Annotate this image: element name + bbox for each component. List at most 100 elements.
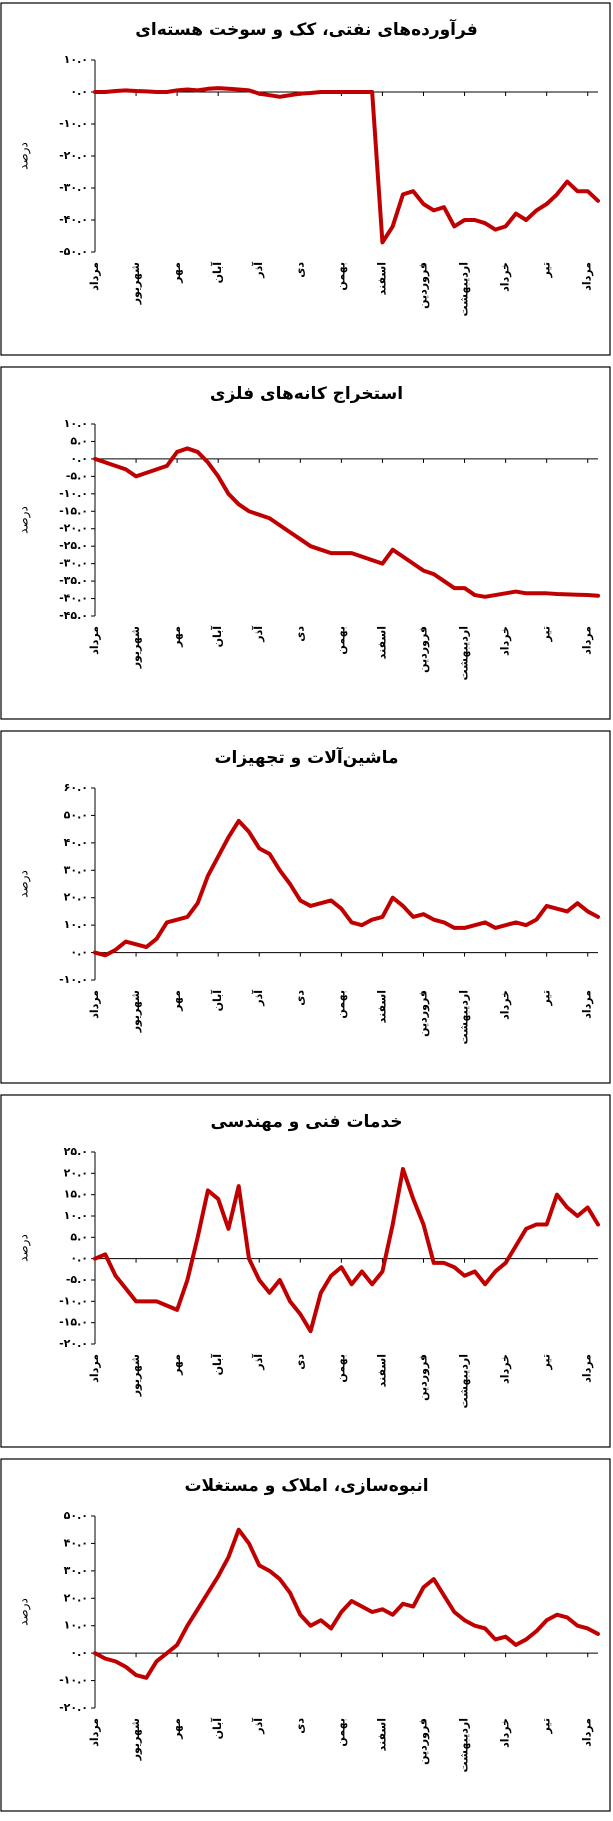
x-tick-label: شهریور: [129, 262, 142, 305]
x-tick-label: آبان: [210, 990, 224, 1012]
x-tick-label: اسفند: [375, 1718, 388, 1751]
x-tick-label: مرداد: [581, 1718, 594, 1747]
y-axis-label: درصد: [17, 1234, 32, 1262]
y-tick-label: ۲۰.۰: [64, 1591, 88, 1604]
y-tick-label: -۱۰.۰: [59, 1294, 88, 1307]
y-tick-label: ۴۰.۰: [64, 1536, 88, 1549]
x-tick-label: فروردین: [416, 1354, 429, 1401]
panel-border: [0, 2, 611, 356]
x-tick-label: اردیبهشت: [458, 626, 471, 680]
y-tick-label: ۰.۰: [70, 452, 88, 465]
x-tick-label: شهریور: [129, 626, 142, 669]
y-axis-label: درصد: [17, 870, 32, 898]
y-tick-label: -۳۰.۰: [59, 557, 88, 570]
x-tick-label: مرداد: [88, 1718, 101, 1747]
x-tick-label: مرداد: [581, 1354, 594, 1383]
data-line: [93, 446, 600, 599]
x-tick-label: مرداد: [88, 626, 101, 655]
y-tick-label: -۲۰.۰: [59, 522, 88, 535]
y-tick-label: ۳۰.۰: [64, 863, 88, 876]
y-tick-label: ۰.۰: [70, 85, 88, 98]
chart-panel: خدمات فنی و مهندسی درصد -۲۰.۰ -۱۵.۰ -۱۰.۰ -۵.…: [0, 1094, 611, 1448]
x-tick-label: مرداد: [581, 626, 594, 655]
y-tick-label: ۱۰.۰: [64, 918, 88, 931]
x-tick-label: مرداد: [581, 990, 594, 1019]
chart-title: استخراج کانه‌های فلزی: [210, 384, 403, 404]
y-tick-label: ۰.۰: [70, 946, 88, 959]
y-tick-label: -۴۰.۰: [59, 592, 88, 605]
y-tick-label: ۱۰.۰: [64, 1209, 88, 1222]
data-line: [93, 1167, 600, 1334]
y-tick-label: ۱۰.۰: [64, 417, 88, 430]
y-tick-label: -۲۰.۰: [59, 1337, 88, 1350]
x-tick-label: آذر: [251, 262, 265, 279]
x-tick-label: دی: [293, 1354, 306, 1370]
y-tick-label: ۵.۰: [70, 434, 88, 447]
y-tick-label: ۱۰.۰: [64, 53, 88, 66]
x-tick-label: آذر: [251, 990, 265, 1007]
y-tick-label: ۲۰.۰: [64, 1166, 88, 1179]
panel-border: [0, 1458, 611, 1812]
y-tick-label: ۲۵.۰: [64, 1145, 88, 1158]
x-tick-label: آبان: [210, 626, 224, 648]
x-tick-label: آبان: [210, 1354, 224, 1376]
y-tick-label: -۱۰.۰: [59, 973, 88, 986]
y-axis-label: درصد: [17, 142, 32, 170]
x-tick-label: اسفند: [375, 1354, 388, 1387]
y-tick-label: ۳۰.۰: [64, 1564, 88, 1577]
x-tick-label: خرداد: [499, 262, 512, 292]
x-tick-label: فروردین: [416, 626, 429, 673]
data-line: [93, 1527, 600, 1680]
x-tick-label: دی: [293, 626, 306, 642]
x-tick-label: مهر: [170, 262, 183, 284]
x-tick-label: اردیبهشت: [458, 262, 471, 316]
y-tick-label: -۱۰.۰: [59, 1674, 88, 1687]
x-tick-label: اردیبهشت: [458, 990, 471, 1044]
x-tick-label: اسفند: [375, 626, 388, 659]
y-tick-label: ۴۰.۰: [64, 836, 88, 849]
y-axis-label: درصد: [17, 1598, 32, 1626]
x-tick-label: مهر: [170, 1718, 183, 1740]
y-tick-label: ۵۰.۰: [64, 808, 88, 821]
x-tick-label: فروردین: [416, 262, 429, 309]
x-tick-label: فروردین: [416, 1718, 429, 1765]
x-tick-label: مرداد: [88, 990, 101, 1019]
x-tick-label: مرداد: [88, 262, 101, 291]
y-tick-label: ۵۰.۰: [64, 1509, 88, 1522]
x-tick-label: مرداد: [88, 1354, 101, 1383]
x-tick-label: فروردین: [416, 990, 429, 1037]
x-tick-label: تیر: [540, 262, 553, 278]
y-tick-label: -۱۰.۰: [59, 117, 88, 130]
x-tick-label: تیر: [540, 990, 553, 1006]
x-tick-label: دی: [293, 990, 306, 1006]
x-tick-label: مهر: [170, 1354, 183, 1376]
chart-panel: فرآورده‌های نفتی، کک و سوخت هسته‌ای درصد -…: [0, 2, 611, 356]
y-tick-label: -۵.۰: [66, 1273, 88, 1286]
chart-title: انبوه‌سازی، املاک و مستغلات: [184, 1476, 428, 1496]
y-tick-label: ۵.۰: [70, 1230, 88, 1243]
chart-panel: انبوه‌سازی، املاک و مستغلات درصد -۲۰.۰ -۱۰.…: [0, 1458, 611, 1812]
x-tick-label: بهمن: [334, 262, 347, 291]
x-tick-label: آذر: [251, 626, 265, 643]
x-tick-label: مهر: [170, 626, 183, 648]
y-tick-label: -۵.۰: [66, 469, 88, 482]
chart-title: ماشین‌آلات و تجهیزات: [214, 746, 398, 768]
x-tick-label: شهریور: [129, 1354, 142, 1397]
y-tick-label: -۲۰.۰: [59, 1701, 88, 1714]
chart-panel: استخراج کانه‌های فلزی درصد -۴۵.۰ -۴۰.۰ -۳۵.۰…: [0, 366, 611, 720]
y-tick-label: -۱۵.۰: [59, 1316, 88, 1329]
y-tick-label: -۴۰.۰: [59, 213, 88, 226]
panel-border: [0, 1094, 611, 1448]
x-tick-label: آبان: [210, 1718, 224, 1740]
x-tick-label: خرداد: [499, 1718, 512, 1748]
x-tick-label: شهریور: [129, 990, 142, 1033]
x-tick-label: اردیبهشت: [458, 1354, 471, 1408]
y-tick-label: ۶۰.۰: [64, 781, 88, 794]
y-tick-label: -۳۵.۰: [59, 574, 88, 587]
x-tick-label: تیر: [540, 1354, 553, 1370]
x-tick-label: آذر: [251, 1718, 265, 1735]
chart-title: خدمات فنی و مهندسی: [210, 1112, 402, 1132]
chart-panel: ماشین‌آلات و تجهیزات درصد -۱۰.۰ ۰.۰ ۱۰.۰ ۲۰.۰…: [0, 730, 611, 1084]
y-tick-label: -۲۵.۰: [59, 539, 88, 552]
x-tick-label: اردیبهشت: [458, 1718, 471, 1772]
